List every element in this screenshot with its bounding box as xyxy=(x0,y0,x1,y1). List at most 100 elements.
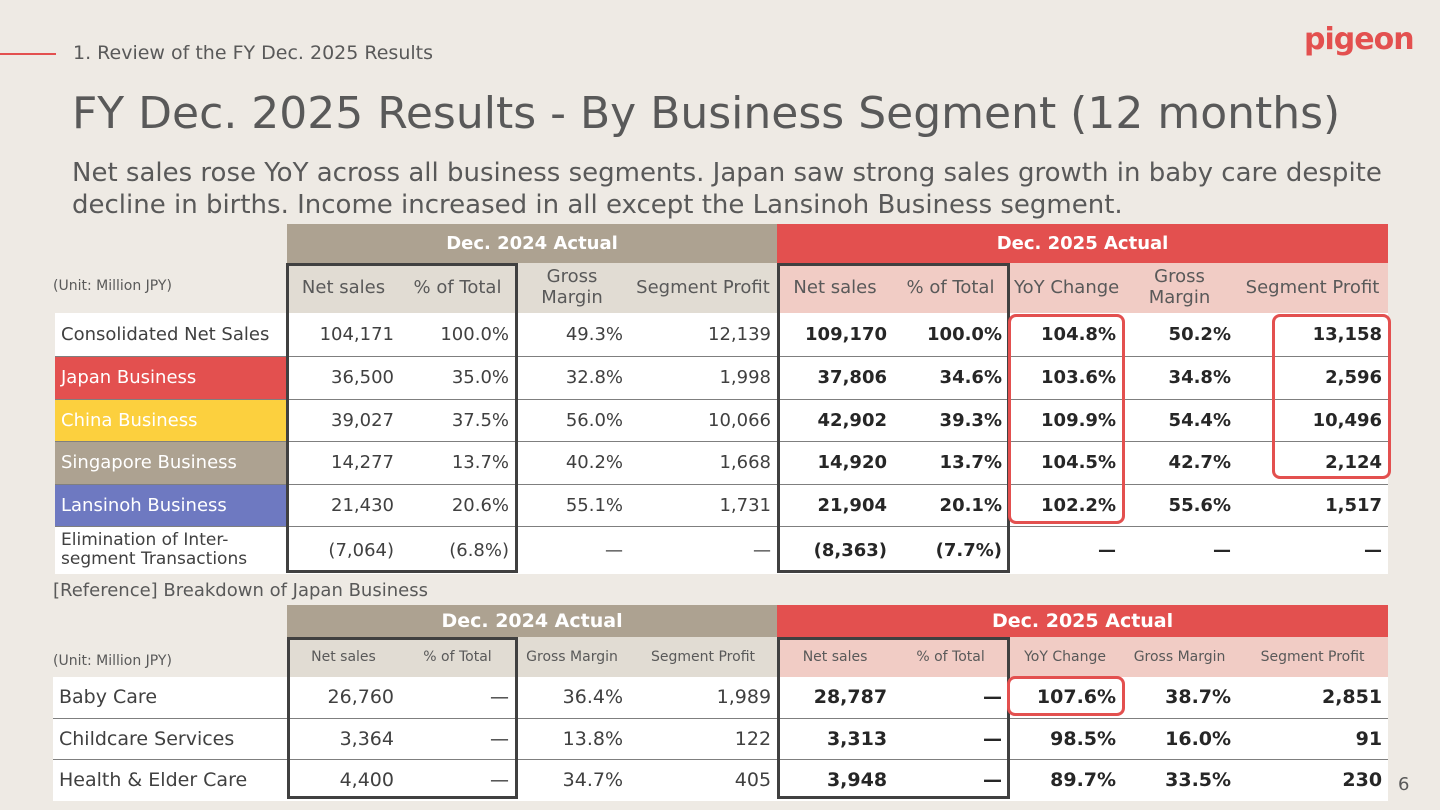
table-cell: 20.1% xyxy=(893,484,1008,527)
table-cell: 13,158 xyxy=(1237,313,1389,357)
table-cell: 42,902 xyxy=(777,399,893,442)
table-row: Japan Business 36,500 35.0% 32.8% 1,998 37,80… xyxy=(55,356,1389,400)
table-cell: 109,170 xyxy=(777,313,893,357)
table-cell: 1,989 xyxy=(629,677,778,719)
table-cell: (7,064) xyxy=(287,526,400,574)
table-cell: — xyxy=(893,759,1009,801)
table-cell: 54.4% xyxy=(1122,399,1237,442)
table-cell: 98.5% xyxy=(1008,718,1123,760)
table-cell: 14,277 xyxy=(287,441,400,485)
table-cell: 33.5% xyxy=(1122,759,1238,801)
table-cell: 34.6% xyxy=(893,356,1008,400)
table-cell: 20.6% xyxy=(400,484,515,527)
table-cell: 26,760 xyxy=(287,677,400,719)
table-cell: 37.5% xyxy=(400,399,515,442)
header-accent-line xyxy=(0,53,56,55)
table-cell: — xyxy=(1122,526,1237,574)
table2-col-header: Segment Profit xyxy=(629,637,778,677)
table-cell: (6.8%) xyxy=(400,526,515,574)
row-label: Baby Care xyxy=(53,677,287,719)
table-row: Singapore Business 14,277 13.7% 40.2% 1,668 1… xyxy=(55,441,1389,485)
table-cell: 55.1% xyxy=(515,484,629,527)
table-cell: 100.0% xyxy=(400,313,515,357)
table-cell: 16.0% xyxy=(1122,718,1238,760)
table-cell: 32.8% xyxy=(515,356,629,400)
table2-col-header: % of Total xyxy=(893,637,1009,677)
table2-group-2024: Dec. 2024 Actual xyxy=(287,605,778,637)
table-cell: 13.7% xyxy=(400,441,515,485)
table-cell: 39.3% xyxy=(893,399,1008,442)
table-cell: 122 xyxy=(629,718,778,760)
table2-unit: (Unit: Million JPY) xyxy=(53,653,172,669)
table-cell: — xyxy=(400,677,515,719)
table-cell: 2,596 xyxy=(1237,356,1389,400)
table-cell: 39,027 xyxy=(287,399,400,442)
table-cell: 103.6% xyxy=(1008,356,1122,400)
reference-title: [Reference] Breakdown of Japan Business xyxy=(53,580,428,601)
table2-col-header: Net sales xyxy=(777,637,894,677)
table-cell: 89.7% xyxy=(1008,759,1123,801)
table2-col-header: Segment Profit xyxy=(1237,637,1389,677)
table-cell: 1,668 xyxy=(629,441,777,485)
table-cell: 1,517 xyxy=(1237,484,1389,527)
table-cell: 3,364 xyxy=(287,718,400,760)
row-label: Health & Elder Care xyxy=(53,759,287,801)
table2-col-header: Net sales xyxy=(287,637,400,677)
table1-col-header: Segment Profit xyxy=(629,263,777,313)
table-cell: — xyxy=(629,526,777,574)
table-row: China Business 39,027 37.5% 56.0% 10,066 42,9… xyxy=(55,399,1389,442)
table-cell: — xyxy=(893,677,1009,719)
table-cell: (7.7%) xyxy=(893,526,1008,574)
table-cell: 50.2% xyxy=(1122,313,1237,357)
table-cell: 21,904 xyxy=(777,484,893,527)
segment-table: Dec. 2024 Actual Dec. 2025 Actual Net sa… xyxy=(55,224,1389,574)
table-cell: 42.7% xyxy=(1122,441,1237,485)
page-title: FY Dec. 2025 Results - By Business Segme… xyxy=(72,88,1341,139)
table1-group-2025: Dec. 2025 Actual xyxy=(777,224,1389,263)
table-cell: 36.4% xyxy=(515,677,629,719)
table-row: Childcare Services 3,364—13.8% 122 3,313—98… xyxy=(53,718,1389,760)
table-cell: 34.7% xyxy=(515,759,629,801)
table1-col-header: YoY Change xyxy=(1008,263,1122,313)
table-cell: 37,806 xyxy=(777,356,893,400)
table-cell: 104.5% xyxy=(1008,441,1122,485)
row-label: Elimination of Inter-segment Transaction… xyxy=(55,526,287,574)
table-cell: — xyxy=(1237,526,1389,574)
table-row: Elimination of Inter-segment Transaction… xyxy=(55,526,1389,574)
table-cell: 36,500 xyxy=(287,356,400,400)
table-cell: 38.7% xyxy=(1122,677,1238,719)
table-cell: 104.8% xyxy=(1008,313,1122,357)
table-row: Consolidated Net Sales 104,171 100.0% 49.3%… xyxy=(55,313,1389,357)
row-label: Lansinoh Business xyxy=(55,484,287,527)
table-cell: 100.0% xyxy=(893,313,1008,357)
table-cell: 1,731 xyxy=(629,484,777,527)
row-label: Childcare Services xyxy=(53,718,287,760)
table-cell: 40.2% xyxy=(515,441,629,485)
table-cell: — xyxy=(1008,526,1122,574)
table-cell: 34.8% xyxy=(1122,356,1237,400)
page-subtitle: Net sales rose YoY across all business s… xyxy=(72,158,1382,220)
table1-col-header: % of Total xyxy=(400,263,515,313)
row-label: Japan Business xyxy=(55,356,287,400)
table1-col-header: Net sales xyxy=(777,263,893,313)
table-cell: 28,787 xyxy=(777,677,894,719)
table-cell: (8,363) xyxy=(777,526,893,574)
table-row: Health & Elder Care 4,400—34.7% 405 3,948—8… xyxy=(53,759,1389,801)
table2-header-blank xyxy=(53,637,287,677)
table2-group-2025: Dec. 2025 Actual xyxy=(777,605,1389,637)
table1-col-header: % of Total xyxy=(893,263,1008,313)
table-cell: 14,920 xyxy=(777,441,893,485)
table2-corner xyxy=(53,605,287,637)
table1-unit: (Unit: Million JPY) xyxy=(53,278,172,294)
table-cell: 13.7% xyxy=(893,441,1008,485)
table-cell: 10,066 xyxy=(629,399,777,442)
table-cell: — xyxy=(893,718,1009,760)
table-cell: 2,851 xyxy=(1237,677,1389,719)
row-label: Singapore Business xyxy=(55,441,287,485)
japan-breakdown-table: Dec. 2024 Actual Dec. 2025 Actual Net sa… xyxy=(53,605,1389,801)
table-cell: 109.9% xyxy=(1008,399,1122,442)
table-cell: 1,998 xyxy=(629,356,777,400)
table1-col-header: Gross Margin xyxy=(1122,263,1237,313)
section-label: 1. Review of the FY Dec. 2025 Results xyxy=(73,42,433,64)
table2-col-header: YoY Change xyxy=(1008,637,1123,677)
